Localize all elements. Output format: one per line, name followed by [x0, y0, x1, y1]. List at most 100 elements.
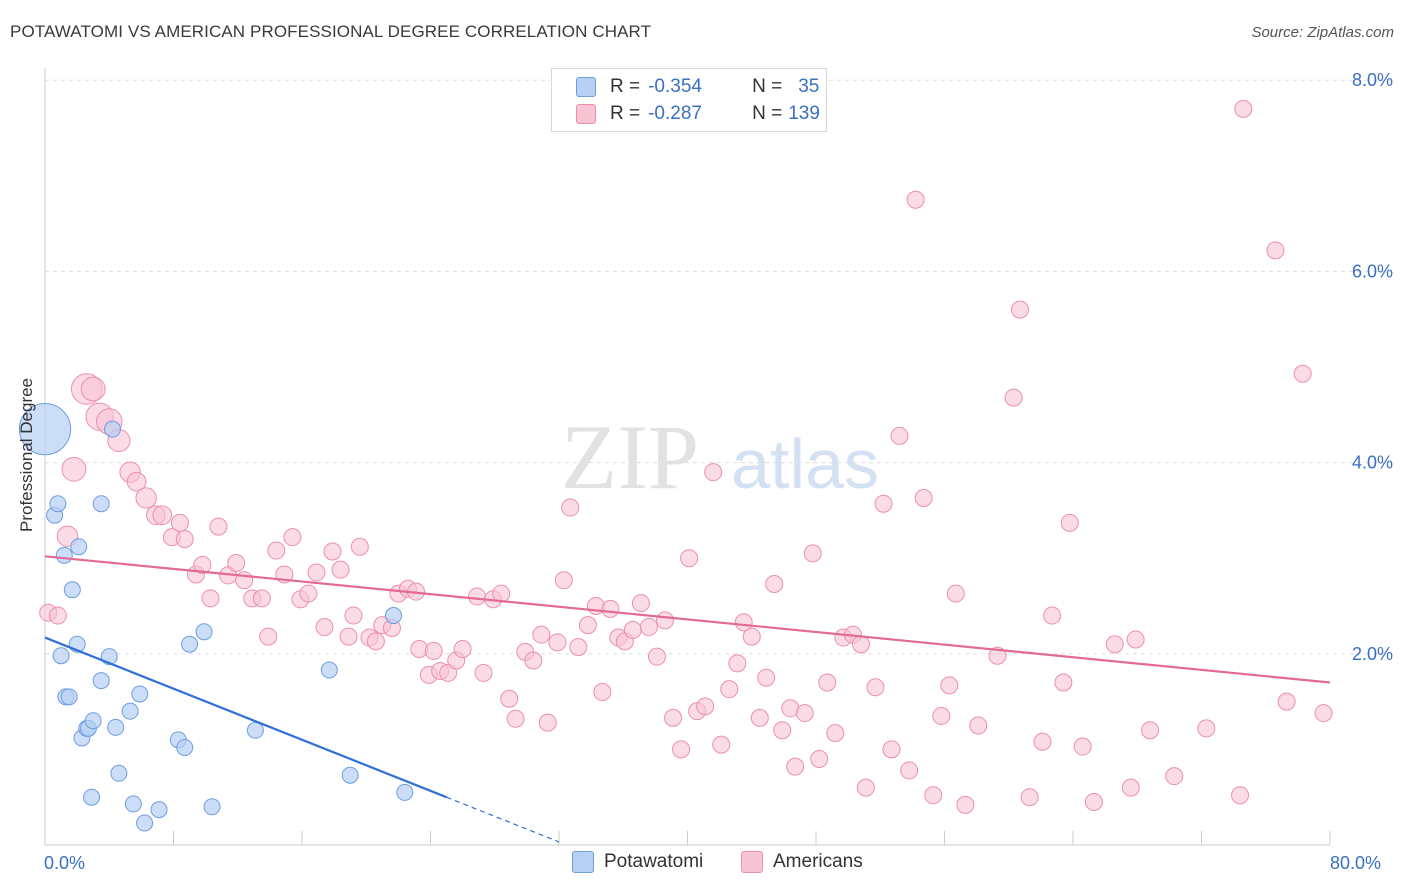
americans-point: [307, 563, 326, 582]
americans-point: [1105, 635, 1124, 654]
americans-point: [532, 625, 551, 644]
chart-title: POTAWATOMI VS AMERICAN PROFESSIONAL DEGR…: [10, 22, 652, 41]
americans-point: [259, 627, 278, 646]
potawatomi-point: [121, 702, 139, 720]
americans-point: [1060, 513, 1079, 532]
americans-point: [424, 641, 443, 660]
potawatomi-point: [60, 688, 78, 706]
americans-point: [252, 589, 271, 608]
americans-point: [1165, 767, 1184, 786]
americans-point: [750, 708, 769, 727]
potawatomi-point: [176, 738, 194, 756]
americans-point: [773, 721, 792, 740]
americans-point: [1073, 737, 1092, 756]
americans-point: [969, 716, 988, 735]
americans-point: [664, 708, 683, 727]
potawatomi-point: [83, 788, 101, 806]
trend-lines: [44, 555, 1331, 843]
potawatomi-point: [55, 546, 73, 564]
americans-point: [1197, 719, 1216, 738]
americans-point: [1314, 704, 1333, 723]
potawatomi-point: [341, 766, 359, 784]
potawatomi-trend-extension: [446, 796, 560, 843]
americans-point: [344, 606, 363, 625]
americans-point: [874, 494, 893, 513]
americans-point: [906, 190, 925, 209]
americans-point: [601, 599, 620, 618]
y-tick-label: 8.0%: [1352, 70, 1393, 90]
americans-points: [39, 99, 1333, 814]
potawatomi-point: [124, 795, 142, 813]
americans-point: [728, 654, 747, 673]
grid-lines: [45, 79, 1392, 655]
legend-swatch-pink: [576, 104, 596, 124]
potawatomi-point: [385, 607, 403, 625]
americans-point: [209, 517, 228, 536]
americans-point: [1084, 792, 1103, 811]
americans-point: [201, 589, 220, 608]
legend-row-potawatomi: R = -0.354 N = 35: [576, 75, 819, 99]
americans-point: [267, 541, 286, 560]
americans-point: [851, 635, 870, 654]
potawatomi-points: [18, 403, 414, 832]
americans-point: [561, 498, 580, 517]
americans-point: [1266, 241, 1285, 260]
watermark-atlas: atlas: [731, 425, 879, 503]
americans-trend-line: [44, 555, 1331, 684]
americans-point: [882, 740, 901, 759]
americans-point: [1004, 388, 1023, 407]
americans-point: [227, 553, 246, 572]
legend-r-value: -0.287: [648, 103, 702, 124]
americans-point: [988, 646, 1007, 665]
americans-point: [866, 678, 885, 697]
bottom-legend-potawatomi: Potawatomi: [572, 851, 703, 873]
y-tick-label: 2.0%: [1352, 644, 1393, 664]
potawatomi-point: [92, 672, 110, 690]
y-axis-label: Professional Degree: [17, 377, 36, 533]
americans-point: [80, 376, 106, 402]
americans-point: [712, 735, 731, 754]
americans-point: [914, 488, 933, 507]
americans-point: [786, 757, 805, 776]
americans-point: [956, 795, 975, 814]
americans-point: [339, 627, 358, 646]
americans-point: [1234, 99, 1253, 118]
americans-point: [170, 513, 189, 532]
americans-point: [61, 456, 87, 482]
americans-point: [1010, 300, 1029, 319]
potawatomi-point: [195, 623, 213, 641]
americans-point: [135, 487, 157, 509]
potawatomi-point: [150, 801, 168, 819]
americans-point: [350, 537, 369, 556]
americans-point: [1126, 630, 1145, 649]
legend-swatch-blue: [576, 77, 596, 97]
americans-point: [548, 633, 567, 652]
americans-point: [524, 651, 543, 670]
americans-point: [152, 505, 173, 526]
americans-point: [1054, 673, 1073, 692]
americans-point: [940, 676, 959, 695]
americans-point: [795, 704, 814, 723]
americans-point: [757, 668, 776, 687]
americans-point: [696, 697, 715, 716]
americans-point: [193, 555, 212, 574]
americans-point: [468, 587, 487, 606]
americans-point: [554, 571, 573, 590]
americans-point: [569, 638, 588, 657]
potawatomi-point: [246, 721, 264, 739]
americans-point: [474, 663, 493, 682]
x-tick-min: 0.0%: [44, 853, 86, 873]
bottom-swatch-blue: [572, 851, 594, 873]
bottom-legend-label: Potawatomi: [604, 851, 704, 872]
americans-point: [720, 680, 739, 699]
americans-point: [856, 778, 875, 797]
legend-r-value: -0.354: [648, 76, 702, 97]
americans-point: [1293, 364, 1312, 383]
americans-point: [366, 632, 385, 651]
americans-point: [924, 786, 943, 805]
americans-point: [331, 560, 350, 579]
americans-point: [1033, 732, 1052, 751]
americans-point: [48, 606, 67, 625]
americans-point: [538, 713, 557, 732]
americans-point: [1121, 778, 1140, 797]
